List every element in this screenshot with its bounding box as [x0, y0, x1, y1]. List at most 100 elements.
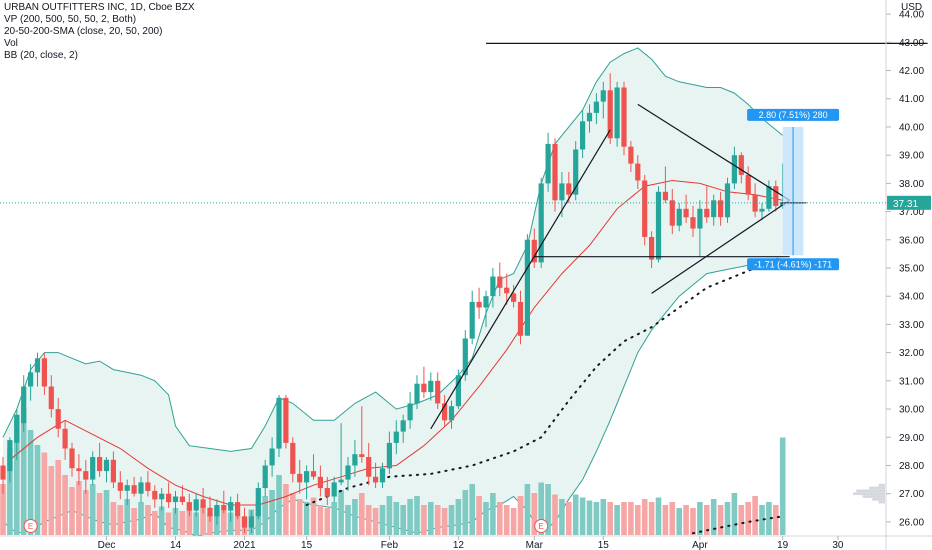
candle-body	[669, 200, 675, 226]
legend-sma[interactable]: 20-50-200-SMA (close, 20, 50, 200)	[4, 26, 163, 37]
candle-body	[586, 112, 593, 122]
earnings-marker	[23, 519, 38, 533]
candle-body	[262, 465, 268, 489]
candle-body	[317, 476, 323, 489]
candle-body	[269, 448, 275, 466]
volume-bar	[704, 505, 710, 535]
legend-volume-profile[interactable]: VP (200, 500, 50, 50, 2, Both)	[4, 14, 137, 25]
volume-bar	[365, 505, 372, 535]
y-tick-label: 35.00	[899, 264, 924, 275]
candle-body	[124, 485, 130, 491]
candle-body	[759, 208, 765, 212]
moving-averages	[9, 179, 784, 535]
candle-body	[690, 217, 696, 229]
candle-body	[117, 482, 123, 491]
candle-body	[379, 468, 386, 483]
volume-bar	[96, 493, 103, 535]
candle-body	[614, 87, 620, 139]
volume-bar	[738, 505, 745, 535]
volume-bar	[131, 508, 137, 535]
candle-body	[28, 372, 34, 387]
candle-body	[683, 208, 689, 218]
candle-body	[186, 502, 192, 511]
price-range-measure[interactable]: 2.80 (7.51%) 280 -1.71 (-4.61%) -171	[747, 108, 840, 271]
y-tick-label: 43.00	[899, 38, 924, 49]
volume-bar	[34, 445, 41, 535]
candle-body	[221, 505, 227, 511]
legend-symbol[interactable]: URBAN OUTFITTERS INC, 1D, Cboe BZX	[4, 2, 195, 13]
bb-fill	[3, 48, 783, 536]
measure-upper-label-bg	[747, 108, 840, 121]
volume-bar	[290, 493, 296, 535]
volume-bar	[607, 502, 613, 535]
candle-body	[421, 383, 427, 393]
volume-bar	[538, 482, 544, 535]
candle-body	[76, 468, 82, 472]
volume-bar	[669, 502, 676, 535]
candle-body	[159, 493, 165, 500]
candle-body	[345, 465, 351, 480]
volume-bar	[566, 502, 572, 535]
earnings-marker	[534, 519, 549, 533]
candle-body	[48, 386, 54, 410]
candle-body	[228, 502, 234, 511]
candle-body	[476, 301, 482, 308]
volume-bar	[593, 502, 600, 535]
y-tick-label: 27.00	[899, 489, 924, 500]
x-tick-label: 14	[170, 540, 182, 550]
sma200-line	[692, 515, 784, 535]
volume-bar	[172, 508, 179, 535]
volume-profile	[853, 483, 885, 504]
volume-bar	[331, 502, 337, 535]
candle-body	[538, 183, 544, 263]
candle-body	[545, 143, 551, 184]
legend-bollinger[interactable]: BB (20, close, 2)	[4, 50, 78, 61]
y-tick-label: 39.00	[899, 151, 924, 162]
candle-body	[704, 208, 710, 218]
candle-body	[373, 476, 379, 483]
volume-bar	[14, 416, 20, 535]
x-tick-label: Feb	[381, 540, 399, 550]
volume-profile-row	[853, 492, 885, 496]
volume-bar	[724, 502, 731, 535]
candle-body	[738, 155, 744, 175]
volume-bar	[490, 493, 496, 535]
volume-bar	[310, 497, 317, 535]
candle-body	[14, 414, 20, 443]
y-tick-label: 34.00	[899, 292, 924, 303]
earnings-marker-label: E	[539, 522, 544, 531]
volume-bar	[503, 505, 510, 535]
candle-body	[131, 485, 137, 494]
volume-bar	[773, 505, 779, 535]
volume-bar	[221, 511, 227, 535]
y-axis-ticks: 26.00 27.00 28.00 29.00 30.00 31.00 32.00 33.00…	[886, 10, 924, 528]
last-price-label: 37.31	[893, 199, 918, 210]
trendline	[651, 199, 790, 294]
volume-bar	[641, 499, 648, 535]
y-tick-label: 37.00	[899, 207, 924, 218]
volume-bar	[83, 490, 89, 535]
candle-body	[276, 397, 282, 449]
x-tick-label: 15	[301, 540, 313, 550]
legend-volume[interactable]: Vol	[4, 38, 18, 49]
candle-body	[531, 239, 537, 263]
x-tick-label: 15	[598, 540, 610, 550]
candle-body	[97, 457, 103, 472]
chart-legend: URBAN OUTFITTERS INC, 1D, Cboe BZX VP (2…	[4, 2, 195, 62]
candle-body	[559, 183, 565, 201]
volume-bar	[524, 484, 531, 535]
volume-bar	[469, 484, 475, 535]
volume-bar	[414, 496, 420, 535]
volume-bar	[483, 502, 489, 535]
trendlines	[430, 42, 928, 430]
candle-body	[428, 380, 434, 393]
last-price-label-bg	[887, 195, 931, 210]
volume-bar	[407, 499, 413, 535]
y-tick-label: 36.00	[899, 235, 924, 246]
candle-body	[442, 403, 448, 421]
volume-bar	[434, 505, 441, 535]
candle-body	[655, 191, 662, 260]
